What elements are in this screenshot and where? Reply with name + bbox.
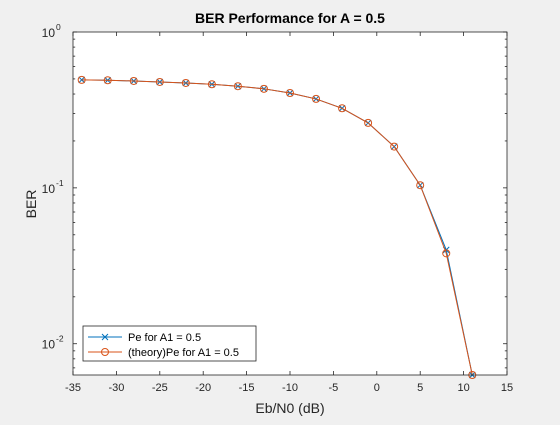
data-point-circle-marker [103,76,112,85]
data-point-circle-marker [416,181,425,190]
legend-entry-theory: (theory)Pe for A1 = 0.5 [88,347,239,359]
x-tick-label: -35 [65,382,81,394]
data-point-circle-marker [207,80,216,89]
data-point-circle-marker [364,118,373,127]
legend-x-marker [101,333,109,341]
series-line [81,79,473,376]
x-tick-label: -25 [152,382,168,394]
x-tick-label: -30 [108,382,124,394]
x-tick-label: 0 [374,382,380,394]
legend-label-measured: Pe for A1 = 0.5 [128,332,201,344]
series-layer [77,75,477,379]
legend-circle-marker [101,348,109,356]
legend: Pe for A1 = 0.5 (theory)Pe for A1 = 0.5 [82,325,257,362]
y-tick-label: 10 -2 [42,334,64,352]
x-tick-label: 15 [501,382,513,394]
y-tick-label-base: 10 [42,182,56,196]
data-point-circle-marker [390,142,399,151]
y-tick-label-exponent: -2 [56,334,64,344]
x-tick-label: -5 [329,382,339,394]
x-tick-label: 5 [417,382,423,394]
x-tick-label: -20 [195,382,211,394]
x-ticks: -35 -30 -25 -20 -15 -10 -5 0 5 10 15 [65,32,513,394]
y-tick-label: 10 0 [42,22,61,40]
plot-area [73,32,507,375]
y-tick-label-exponent: 0 [56,22,61,32]
legend-box [82,325,257,362]
x-tick-label: -15 [239,382,255,394]
y-tick-label: 10 -1 [42,178,64,196]
y-tick-label-base: 10 [42,338,56,352]
data-point-circle-marker [338,104,347,113]
data-point-circle-marker [259,84,268,93]
x-tick-label: 10 [457,382,469,394]
x-tick-label: -10 [282,382,298,394]
y-tick-label-exponent: -1 [56,178,64,188]
chart-title: BER Performance for A = 0.5 [195,10,385,26]
data-point-circle-marker [286,89,294,98]
data-point-circle-marker [129,76,138,85]
y-axis-label: BER [23,190,39,219]
data-point-circle-marker [77,75,86,84]
y-tick-label-base: 10 [42,26,56,40]
data-point-circle-marker [312,94,321,103]
series-2 [77,75,477,379]
x-axis-label: Eb/N0 (dB) [255,400,324,416]
legend-label-theory: (theory)Pe for A1 = 0.5 [128,347,239,359]
data-point-circle-marker [233,82,242,91]
data-point-circle-marker [442,249,451,258]
data-point-circle-marker [181,78,190,87]
legend-entry-measured: Pe for A1 = 0.5 [88,332,201,344]
data-point-circle-marker [155,77,164,86]
